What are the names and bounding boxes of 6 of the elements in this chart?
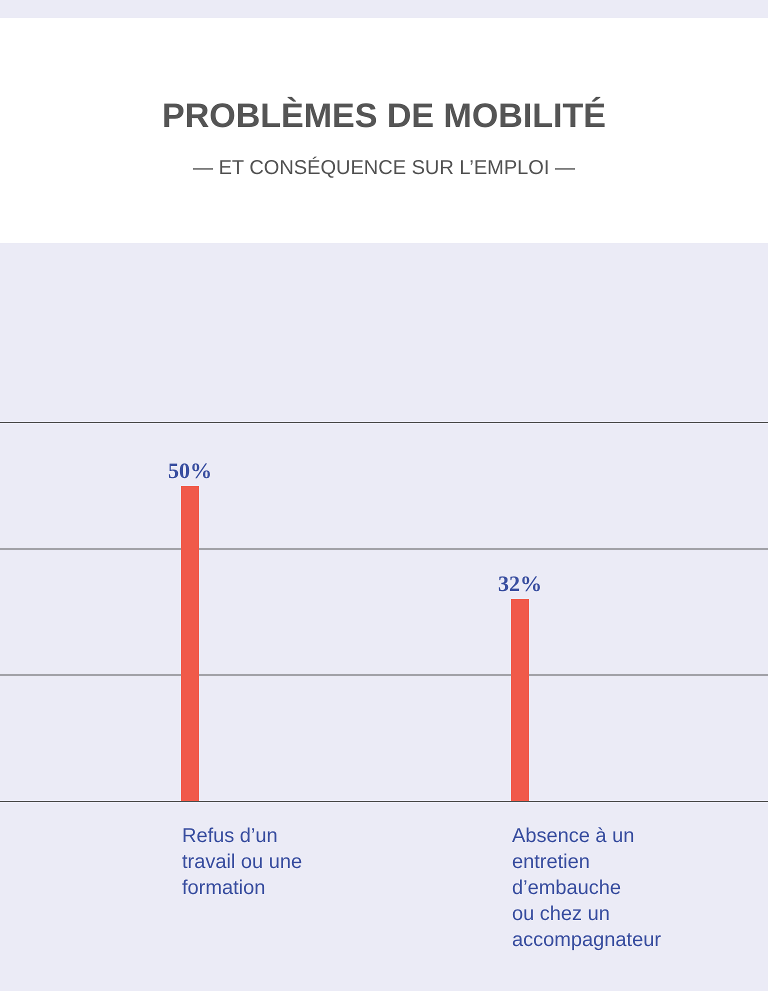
data-label: 32% — [498, 571, 542, 596]
data-label: 50% — [168, 458, 212, 483]
x-tick-label: Refus d’un travail ou une formation — [182, 825, 302, 899]
x-tick-label: Absence à un entretien d’embauche ou chez un accompagnateur — [512, 825, 662, 951]
chart-title: PROBLÈMES DE MOBILITÉ — [162, 96, 606, 135]
chart-subtitle: — ET CONSÉQUENCE SUR L’EMPLOI — — [193, 156, 575, 179]
